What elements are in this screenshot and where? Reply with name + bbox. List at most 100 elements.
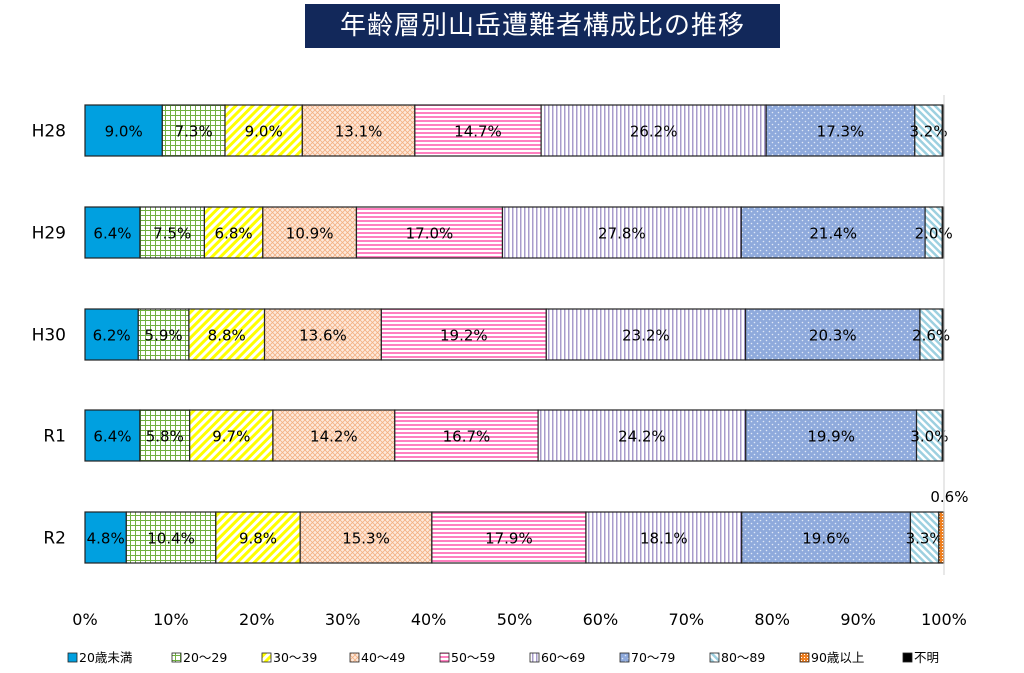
legend-label: 不明 — [914, 650, 939, 665]
data-label: 5.9% — [145, 327, 183, 345]
legend-label: 60～69 — [541, 650, 585, 665]
bar-segment — [585, 511, 743, 564]
x-tick-label: 90% — [840, 610, 876, 629]
data-label: 24.2% — [618, 428, 666, 446]
legend-label: 50～59 — [451, 650, 495, 665]
x-tick-label: 70% — [669, 610, 705, 629]
bar-segment — [380, 308, 547, 361]
data-label: 3.2% — [909, 123, 947, 141]
legend-swatch — [261, 652, 272, 663]
data-label: 7.5% — [153, 225, 191, 243]
bar-segment — [215, 511, 301, 564]
legend-swatch — [439, 652, 450, 663]
bar-segment — [938, 511, 945, 564]
data-label: 0.6% — [930, 488, 968, 506]
data-label: 16.7% — [443, 428, 491, 446]
data-label: 27.8% — [598, 225, 646, 243]
bar-segment — [301, 104, 416, 157]
data-label: 23.2% — [622, 327, 670, 345]
legend-item: 80～89 — [709, 650, 765, 665]
bar-segment — [540, 104, 767, 157]
legend-label: 20～29 — [183, 650, 227, 665]
category-label: H28 — [32, 122, 66, 142]
x-tick-label: 60% — [583, 610, 619, 629]
data-label: 9.7% — [212, 428, 250, 446]
data-label: 3.0% — [910, 428, 948, 446]
legend-swatch — [171, 652, 182, 663]
data-label: 17.0% — [406, 225, 454, 243]
bar-segment — [745, 409, 918, 462]
legend-swatch — [709, 652, 720, 663]
bar-segment — [139, 206, 206, 259]
x-tick-label: 20% — [239, 610, 275, 629]
legend-swatch — [67, 652, 78, 663]
legend-item: 30～39 — [261, 650, 317, 665]
legend-swatch — [619, 652, 630, 663]
bar-segment — [394, 409, 539, 462]
bar-segment — [741, 511, 912, 564]
legend-label: 90歳以上 — [811, 650, 864, 665]
bar-segment — [84, 308, 139, 361]
legend-item: 60～69 — [529, 650, 585, 665]
data-label: 4.8% — [87, 530, 125, 548]
bar-segment — [414, 104, 542, 157]
legend-item: 50～59 — [439, 650, 495, 665]
legend-item: 20～29 — [171, 650, 227, 665]
legend-swatch — [529, 652, 540, 663]
data-label: 3.3% — [906, 530, 944, 548]
data-label: 17.9% — [485, 530, 533, 548]
category-label: H30 — [32, 326, 66, 346]
bar-segment — [744, 308, 921, 361]
bar-segment — [84, 511, 127, 564]
data-label: 21.4% — [809, 225, 857, 243]
category-label: R2 — [43, 529, 66, 549]
x-tick-label: 100% — [921, 610, 967, 629]
data-label: 20.3% — [809, 327, 857, 345]
bar-segment — [299, 511, 433, 564]
x-tick-label: 50% — [497, 610, 533, 629]
data-label: 13.6% — [299, 327, 347, 345]
data-label: 14.7% — [454, 123, 502, 141]
category-label: R1 — [43, 427, 66, 447]
data-label: 8.8% — [208, 327, 246, 345]
data-label: 19.6% — [802, 530, 850, 548]
data-label: 19.9% — [807, 428, 855, 446]
data-label: 17.3% — [817, 123, 865, 141]
legend-item: 不明 — [902, 650, 939, 665]
bar-segment — [914, 104, 943, 157]
bar-segment — [501, 206, 742, 259]
data-label: 10.9% — [286, 225, 334, 243]
data-label: 10.4% — [147, 530, 195, 548]
data-label: 14.2% — [310, 428, 358, 446]
legend-item: 40～49 — [349, 650, 405, 665]
legend-swatch — [902, 652, 913, 663]
data-label: 6.2% — [93, 327, 131, 345]
legend-label: 70～79 — [631, 650, 675, 665]
data-label: 26.2% — [630, 123, 678, 141]
legend-label: 30～39 — [273, 650, 317, 665]
x-tick-label: 30% — [325, 610, 361, 629]
data-label: 9.0% — [105, 123, 143, 141]
bar-segment — [272, 409, 396, 462]
data-label: 5.8% — [146, 428, 184, 446]
data-label: 2.6% — [912, 327, 950, 345]
legend-item: 70～79 — [619, 650, 675, 665]
bar-segment — [188, 308, 266, 361]
bar-segment — [84, 104, 163, 157]
legend-label: 20歳未満 — [79, 650, 132, 665]
data-label: 15.3% — [342, 530, 390, 548]
x-tick-label: 40% — [411, 610, 447, 629]
data-label: 6.4% — [93, 428, 131, 446]
data-label: 6.4% — [93, 225, 131, 243]
data-label: 13.1% — [335, 123, 383, 141]
bar-segment — [740, 206, 926, 259]
bar-segment — [262, 206, 358, 259]
data-label: 19.2% — [440, 327, 488, 345]
legend-swatch — [349, 652, 360, 663]
data-label: 2.0% — [915, 225, 953, 243]
bar-segment — [137, 308, 190, 361]
category-label: H29 — [32, 224, 66, 244]
data-label: 18.1% — [640, 530, 688, 548]
